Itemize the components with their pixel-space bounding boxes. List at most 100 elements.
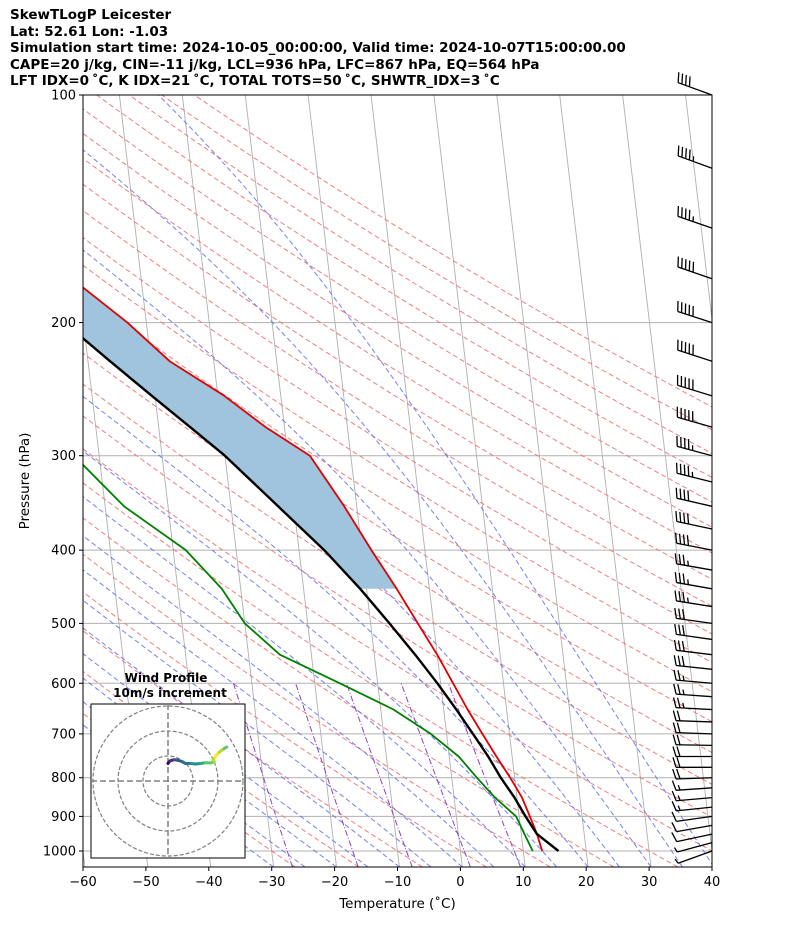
isotherm-line [83, 847, 86, 867]
wind-barb [673, 683, 713, 698]
barb-half-flag [677, 805, 681, 811]
barb-flag [676, 710, 681, 721]
x-tick-label: −10 [384, 875, 411, 890]
barb-flag [673, 683, 677, 695]
y-tick-label: 900 [51, 810, 76, 825]
barb-staff [676, 707, 713, 711]
barb-staff [676, 472, 713, 483]
x-tick-label: −20 [321, 875, 348, 890]
isotherm-line [370, 95, 463, 867]
barb-staff [676, 787, 713, 791]
barb-flag [679, 488, 682, 500]
dry-adiabat [96, 95, 712, 478]
barb-half-flag [677, 784, 681, 791]
moist-adiabat [83, 599, 432, 867]
barb-flag [678, 624, 681, 636]
barb-half-flag [686, 597, 689, 603]
y-tick-label: 700 [51, 727, 76, 742]
chart-header: SkewTLogP Leicester Lat: 52.61 Lon: -1.0… [10, 7, 626, 90]
wind-barb [674, 532, 713, 551]
x-tick-label: −40 [195, 875, 222, 890]
barb-half-flag [677, 795, 681, 801]
moist-adiabat [83, 677, 337, 867]
barb-staff [675, 720, 713, 723]
dry-adiabat [194, 95, 712, 408]
barb-flag [682, 554, 686, 566]
barb-staff [677, 384, 713, 397]
barb-flag [685, 74, 687, 86]
wind-barb [673, 655, 713, 670]
barb-staff [676, 617, 713, 625]
y-axis-label: Pressure (hPa) [17, 433, 33, 530]
barb-flag [687, 490, 690, 501]
wind-barb [672, 734, 713, 747]
isotherm-line [181, 95, 275, 867]
barb-flag [672, 710, 677, 721]
hodograph-segment [222, 745, 229, 750]
barb-flag [674, 590, 678, 602]
x-tick-label: 40 [704, 875, 721, 890]
wind-barb [677, 205, 713, 229]
isotherm-line [685, 95, 712, 323]
barb-staff [676, 806, 713, 812]
barb-flag [681, 655, 685, 667]
moist-adiabat [83, 395, 589, 867]
barb-half-flag [687, 560, 690, 566]
hodograph-inset: Wind Profile 10m/s increment [90, 671, 246, 859]
x-tick-label: −60 [69, 875, 96, 890]
y-tick-label: 300 [51, 449, 76, 464]
chart-title: SkewTLogP Leicester [10, 7, 172, 23]
barb-staff [677, 349, 713, 362]
y-tick-label: 400 [51, 544, 76, 559]
wind-barb [672, 768, 713, 780]
isotherm-line [307, 95, 400, 867]
y-tick-label: 100 [51, 89, 76, 104]
wind-barb [676, 406, 713, 428]
barb-flag [682, 625, 685, 636]
hodograph-title: Wind Profile [125, 671, 208, 685]
barb-staff [676, 693, 713, 698]
barb-flag [675, 511, 678, 522]
wind-barb [671, 790, 713, 802]
barb-flag [682, 534, 686, 545]
wind-barb [672, 710, 713, 723]
barb-staff [677, 445, 713, 457]
wind-barb [672, 746, 712, 758]
barb-flag [671, 780, 677, 791]
barb-flag [677, 145, 680, 156]
barb-staff [676, 542, 713, 551]
wind-barb [677, 300, 713, 324]
barb-staff [676, 824, 713, 833]
barb-flag [672, 768, 677, 780]
barb-flag [677, 670, 681, 681]
x-tick-label: 10 [515, 875, 532, 890]
x-tick-label: −50 [132, 875, 159, 890]
barb-half-flag [682, 675, 685, 681]
barb-flag [671, 822, 678, 832]
hodograph-trace [166, 745, 229, 766]
barb-half-flag [682, 702, 685, 709]
wind-barb [674, 850, 713, 864]
barb-flag [682, 573, 686, 585]
wind-barb [674, 623, 713, 641]
barb-flag [671, 790, 677, 802]
moist-adiabat [83, 249, 652, 867]
barb-flag [677, 655, 681, 667]
barb-flag [672, 757, 677, 768]
wind-barb [673, 639, 713, 656]
wind-barb [675, 487, 713, 507]
barb-flag [678, 591, 682, 602]
dry-adiabat [83, 210, 712, 607]
parcel-line [83, 336, 560, 852]
wind-barb [672, 697, 713, 711]
cape-cin-levels: CAPE=20 j/kg, CIN=-11 j/kg, LCL=936 hPa,… [10, 56, 540, 73]
temperature-line [83, 286, 544, 852]
barb-staff [677, 266, 713, 280]
barb-flag [681, 640, 685, 652]
barb-flag [674, 607, 677, 619]
barb-half-flag [674, 858, 679, 864]
x-tick-label: 0 [456, 875, 464, 890]
hodograph-subtitle: 10m/s increment [113, 686, 227, 700]
barb-staff [677, 850, 713, 864]
location-coords: Lat: 52.61 Lon: -1.03 [10, 23, 169, 40]
